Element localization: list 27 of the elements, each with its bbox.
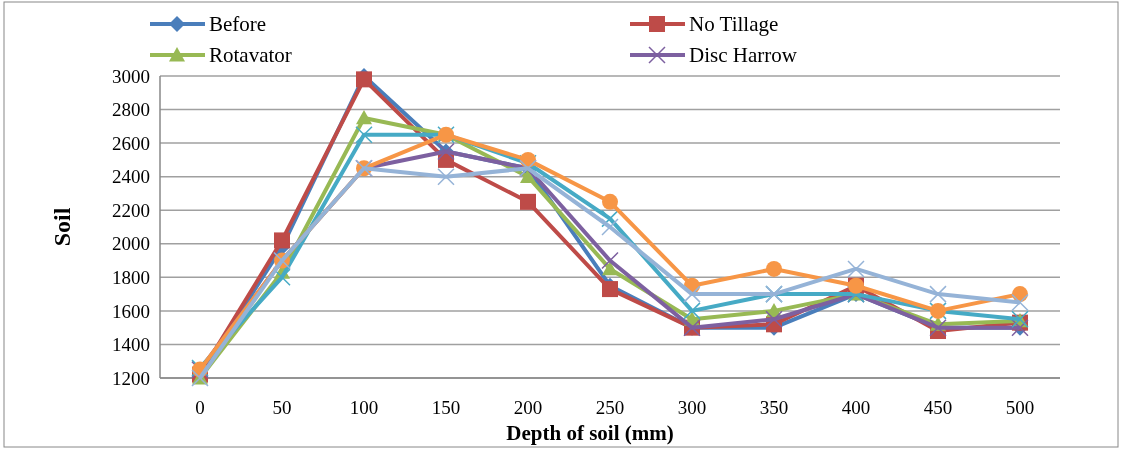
y-tick-label: 1200 bbox=[112, 367, 150, 389]
y-tick-label: 3000 bbox=[112, 65, 150, 87]
y-tick-label: 1800 bbox=[112, 266, 150, 288]
legend-label: Before bbox=[209, 12, 267, 37]
x-tick-label: 500 bbox=[1005, 397, 1035, 418]
y-tick-label: 2200 bbox=[112, 199, 150, 221]
y-tick-label: 1600 bbox=[112, 300, 150, 322]
x-tick-label: 250 bbox=[595, 397, 625, 418]
x-tick-label: 450 bbox=[923, 397, 953, 418]
y-tick-label: 2600 bbox=[112, 132, 150, 154]
x-tick-label: 50 bbox=[272, 397, 292, 418]
legend-label: No Tillage bbox=[689, 12, 779, 37]
x-tick-label: 200 bbox=[513, 397, 543, 418]
legend-label: Rotavator bbox=[209, 43, 292, 68]
x-axis-title: Depth of soil (mm) bbox=[506, 421, 674, 445]
x-tick-label: 400 bbox=[841, 397, 871, 418]
y-tick-label: 2400 bbox=[112, 166, 150, 188]
y-tick-label: 2000 bbox=[112, 233, 150, 255]
y-axis-title: Soil bbox=[49, 207, 75, 247]
x-tick-label: 300 bbox=[677, 397, 707, 418]
legend-label: Disc Harrow bbox=[689, 43, 798, 68]
x-tick-label: 350 bbox=[759, 397, 789, 418]
y-tick-label: 1400 bbox=[112, 334, 150, 356]
x-tick-label: 100 bbox=[349, 397, 379, 418]
x-tick-label: 150 bbox=[431, 397, 461, 418]
y-tick-label: 2800 bbox=[112, 99, 150, 121]
x-tick-label: 0 bbox=[195, 397, 205, 418]
